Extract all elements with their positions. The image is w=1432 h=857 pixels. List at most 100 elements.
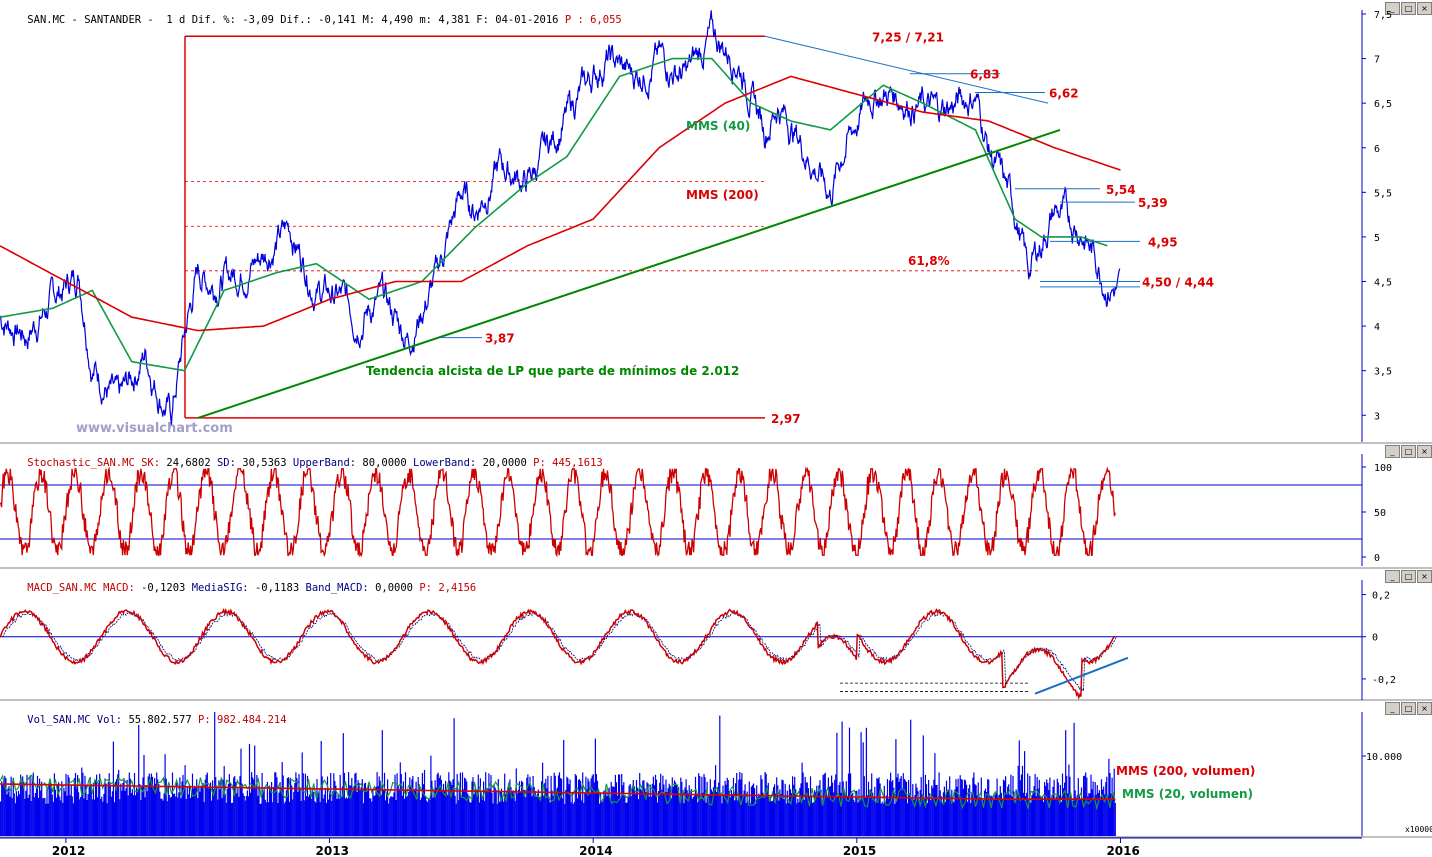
volume-bar: [1036, 776, 1038, 836]
volume-bar: [377, 786, 379, 836]
volume-bar: [782, 780, 784, 836]
volume-bar: [462, 789, 465, 836]
volume-bar: [303, 800, 305, 836]
y-tick-label: 6,5: [1374, 99, 1392, 110]
volume-bar: [971, 793, 973, 836]
volume-bar: [507, 787, 509, 836]
volume-bar: [799, 787, 801, 836]
volume-bar: [21, 782, 23, 836]
volume-bar: [1058, 795, 1060, 836]
mms200-label: MMS (200): [686, 188, 759, 202]
volume-bar: [1035, 796, 1037, 836]
volume-bar: [0, 801, 2, 836]
maximize-button[interactable]: □: [1401, 570, 1416, 583]
volume-bar: [454, 795, 456, 836]
volume-bar: [1050, 799, 1052, 836]
volume-bar: [130, 792, 132, 836]
minimize-button[interactable]: _: [1385, 702, 1400, 715]
volume-bar: [738, 779, 740, 836]
volume-bar: [209, 782, 212, 836]
volume-bar: [326, 776, 329, 836]
volume-bar: [980, 777, 982, 836]
watermark: www.visualchart.com: [76, 421, 233, 436]
volume-bar: [255, 786, 257, 836]
volume-bar: [207, 788, 209, 836]
volume-bar: [1042, 802, 1045, 836]
volume-bar: [880, 803, 882, 836]
volume-bar: [690, 789, 692, 836]
y-tick-label: 50: [1374, 508, 1386, 519]
volume-bar: [780, 794, 782, 836]
volume-bar: [844, 794, 846, 836]
dif-value: -0,141: [318, 14, 357, 26]
volume-bar: [886, 779, 889, 836]
y-tick-label: 5: [1374, 233, 1380, 244]
volume-bar: [94, 780, 97, 836]
stoch-lower-label: LowerBand:: [413, 457, 477, 469]
volume-bar: [444, 790, 446, 836]
volume-bar: [1030, 802, 1032, 836]
volume-bar: [388, 803, 390, 836]
volume-bar: [748, 781, 750, 836]
volume-bar: [1110, 793, 1112, 836]
volume-bar: [1014, 801, 1016, 836]
volume-bar: [331, 800, 333, 836]
volume-bar: [1002, 779, 1005, 836]
minimize-button[interactable]: _: [1385, 2, 1400, 15]
volume-bar: [814, 790, 816, 836]
volume-bar: [842, 781, 844, 836]
volume-bar: [652, 776, 654, 836]
volume-bar: [474, 788, 476, 836]
volume-bar: [535, 796, 537, 836]
volume-bar: [3, 781, 5, 836]
volume-bar: [378, 776, 380, 836]
maximize-button[interactable]: □: [1401, 702, 1416, 715]
volume-bar: [735, 783, 737, 836]
volume-bar: [375, 786, 377, 836]
minimize-button[interactable]: _: [1385, 570, 1400, 583]
volume-bar: [563, 740, 565, 836]
volume-bar: [150, 773, 152, 836]
volume-bar: [705, 802, 707, 836]
y-tick-label: 0,2: [1372, 591, 1390, 602]
volume-bar: [784, 783, 786, 836]
volume-bar: [1020, 774, 1022, 836]
maximize-button[interactable]: □: [1401, 2, 1416, 15]
volume-bar: [680, 777, 682, 836]
volume-bar: [12, 777, 14, 836]
volume-bar: [86, 800, 88, 836]
volume-bar: [645, 792, 647, 836]
y-tick-label: 7: [1374, 55, 1380, 66]
period: 1 d: [166, 14, 186, 26]
volume-bar: [428, 798, 430, 836]
volume-bar: [119, 799, 121, 836]
volume-bar: [520, 780, 523, 836]
volume-bar: [59, 796, 61, 836]
volume-bar: [936, 784, 938, 836]
volume-bar: [957, 778, 959, 836]
close-button[interactable]: ×: [1417, 2, 1432, 15]
maximize-button[interactable]: □: [1401, 445, 1416, 458]
volume-bar: [473, 794, 475, 836]
volume-bar: [20, 774, 22, 836]
volume-bar: [260, 803, 262, 836]
volume-bar: [47, 803, 49, 836]
volume-bar: [114, 781, 117, 836]
volume-bar: [872, 792, 874, 836]
volume-bar: [324, 787, 326, 836]
volume-bar: [227, 783, 229, 836]
volume-bar: [175, 796, 177, 836]
volume-bar: [829, 786, 832, 836]
volume-bar: [244, 800, 246, 836]
volume-bar: [471, 781, 473, 836]
volume-bar: [763, 796, 765, 836]
volume-bar: [1075, 797, 1077, 836]
minimize-button[interactable]: _: [1385, 445, 1400, 458]
volume-bar: [949, 776, 951, 836]
volume-bar: [874, 786, 876, 836]
macd-band-label: Band_MACD:: [305, 582, 369, 594]
volume-bar: [601, 800, 603, 836]
volume-bar: [702, 792, 704, 836]
volume-bar: [453, 718, 455, 836]
volume-bar: [360, 786, 362, 836]
